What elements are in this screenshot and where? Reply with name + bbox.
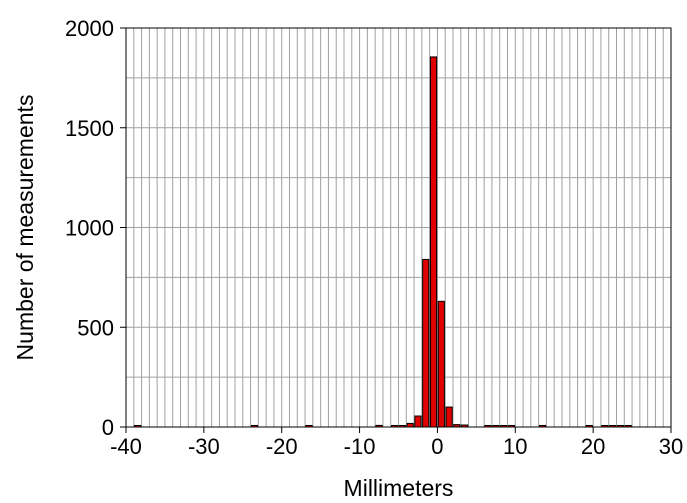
x-axis-ticks: -40 -30 -20 -10 0 10 20 30 <box>110 427 683 459</box>
y-tick-label: 1500 <box>65 116 114 141</box>
y-axis-ticks: 0 500 1000 1500 2000 <box>65 16 126 440</box>
y-tick-label: 2000 <box>65 16 114 41</box>
x-tick-label: 10 <box>503 434 527 459</box>
x-tick-label: -20 <box>266 434 298 459</box>
y-axis-title: Number of measurements <box>12 95 38 361</box>
grid <box>125 27 672 428</box>
x-tick-label: -10 <box>344 434 376 459</box>
histogram-bar <box>406 422 414 428</box>
x-tick-label: -40 <box>110 434 142 459</box>
histogram-bar <box>437 300 445 428</box>
x-tick-label: 0 <box>431 434 443 459</box>
histogram-bar <box>429 56 438 428</box>
y-tick-label: 500 <box>77 315 114 340</box>
x-tick-label: 20 <box>581 434 605 459</box>
x-tick-label: -30 <box>188 434 220 459</box>
x-axis-title: Millimeters <box>344 475 454 501</box>
y-tick-label: 1000 <box>65 216 114 241</box>
x-tick-label: 30 <box>659 434 683 459</box>
histogram-bar <box>445 406 453 428</box>
histogram-bar <box>422 258 430 428</box>
histogram-bar <box>414 415 422 428</box>
y-tick-label: 0 <box>102 415 114 440</box>
